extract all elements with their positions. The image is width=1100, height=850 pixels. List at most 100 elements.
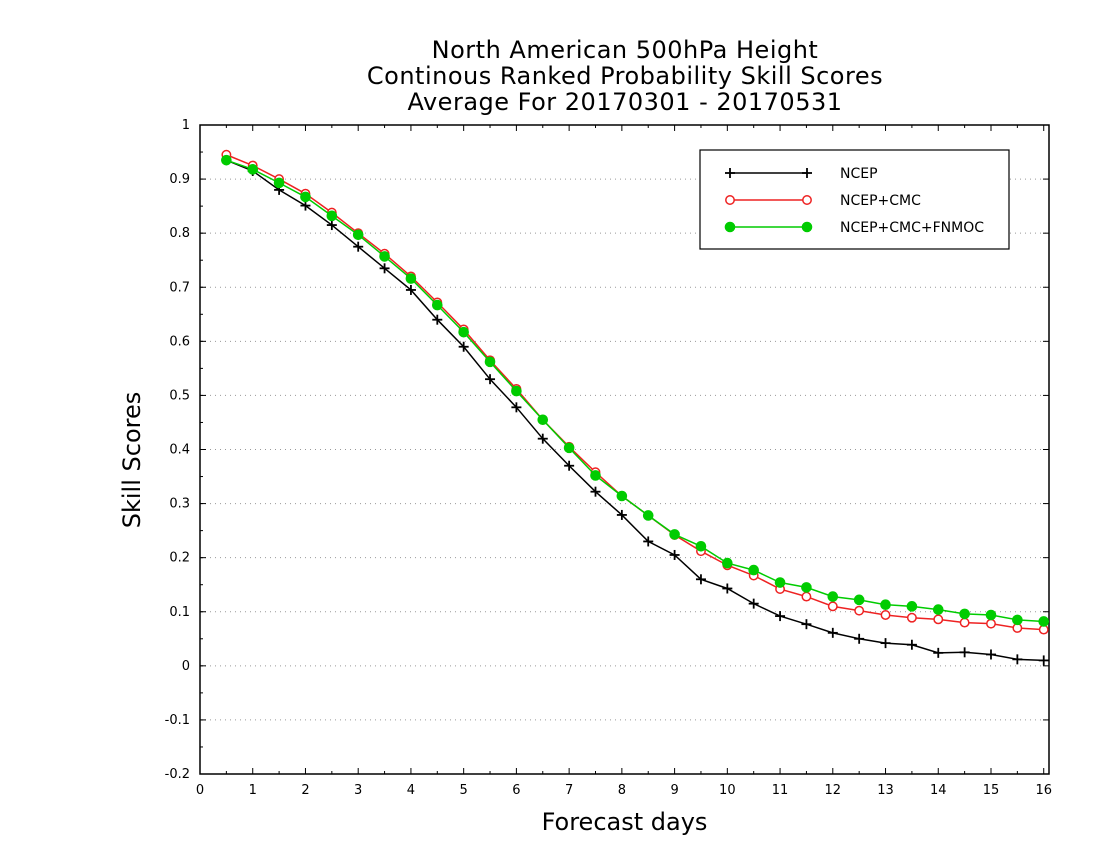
data-point [1012,614,1023,626]
data-point [827,627,838,638]
data-point [985,649,996,660]
data-point [801,582,812,593]
x-tick-label: 1 [249,783,257,798]
data-point [722,583,733,594]
x-tick-label: 0 [196,783,204,798]
y-tick-label: 0.5 [169,388,190,403]
x-tick-label: 12 [825,783,842,798]
data-point [485,374,496,385]
data-point [273,177,285,189]
data-point [748,564,759,576]
data-point [458,341,469,352]
y-tick-label: 0.6 [169,334,190,349]
series-ncep [221,155,1049,666]
data-point [853,594,865,606]
data-point [1038,655,1049,666]
y-tick-label: 0.8 [169,226,190,241]
data-point [880,610,891,620]
x-tick-label: 15 [983,783,1000,798]
chart-title-line-1: North American 500hPa Height [431,36,819,64]
data-point [247,164,259,175]
series-ncep-cmc-fnmoc [221,154,1050,627]
data-point [854,633,865,644]
series-layer [221,149,1050,666]
data-point [695,574,706,585]
data-point [326,220,337,231]
data-point [906,639,917,650]
x-tick-label: 7 [565,783,573,798]
data-point [484,356,496,368]
data-point [933,614,944,625]
data-point [748,598,759,609]
x-tick-label: 6 [512,783,520,798]
legend-label: NCEP+CMC [840,193,921,209]
y-axis-label: Skill Scores [118,391,146,529]
data-point [458,326,469,338]
x-tick-label: 8 [618,783,626,798]
legend-marker [801,221,813,233]
data-point [669,549,680,560]
data-point [932,604,944,615]
data-point [405,284,416,295]
x-tick-label: 16 [1035,783,1052,798]
data-point [669,529,680,540]
y-tick-label: 0 [182,659,190,674]
data-point [511,385,522,397]
x-axis-label: Forecast days [541,808,708,836]
chart-title-line-2: Continous Ranked Probability Skill Score… [366,62,884,90]
data-point [774,577,786,588]
x-tick-label: 3 [354,783,362,798]
data-point [616,509,627,520]
data-point [537,414,549,426]
legend-entry: NCEP+CMC+FNMOC [724,220,984,236]
data-point [959,647,970,658]
x-tick-label: 5 [460,783,468,798]
x-tick-label: 4 [407,783,415,798]
data-point [590,486,601,497]
legend-marker [802,195,812,205]
legend-label: NCEP [840,166,878,182]
data-point [959,608,970,620]
data-point [959,617,970,628]
x-tick-label: 11 [772,783,789,798]
legend-marker [724,221,736,233]
data-point [352,229,364,241]
data-point [827,591,839,602]
data-point [300,200,311,211]
data-point [537,433,548,444]
data-point [511,402,522,413]
x-tick-label: 13 [877,783,894,798]
data-point [1038,616,1050,627]
data-point [695,541,707,552]
data-point [432,314,443,325]
legend: NCEP NCEP+CMC NCEP+CMC+FNMOC [699,149,1010,250]
data-point [616,490,628,502]
data-point [642,510,654,521]
y-tick-label: 0.9 [169,172,190,187]
data-point [643,536,654,547]
data-point [933,647,944,658]
data-point [379,251,390,262]
data-point [854,605,865,616]
y-tick-label: 0.1 [169,605,190,620]
grid-layer [200,178,1049,721]
x-tick-label: 14 [930,783,947,798]
data-point [379,263,390,274]
data-point [880,599,891,611]
data-point [590,470,601,481]
data-point [300,191,311,203]
y-tick-label: 1 [182,118,190,133]
data-point [221,154,232,166]
data-point [564,460,575,471]
data-point [353,241,364,252]
y-tick-label: 0.4 [169,443,190,458]
legend-marker [802,168,812,178]
data-point [405,273,417,284]
data-point [801,591,812,602]
data-point [827,601,838,612]
axes-layer: -0.2-0.100.10.20.30.40.50.60.70.80.910 1 2… [165,118,1052,798]
legend-label: NCEP+CMC+FNMOC [840,220,984,236]
data-point [722,557,733,569]
data-point [906,612,917,623]
y-tick-label: 0.2 [169,551,190,566]
